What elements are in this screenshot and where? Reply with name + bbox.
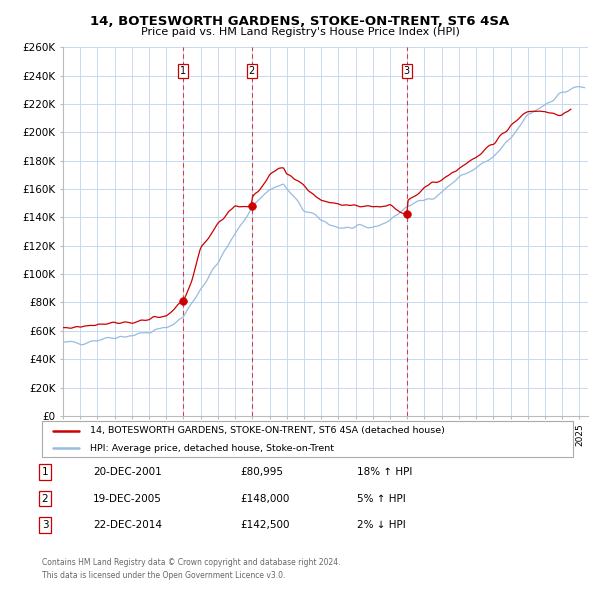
Text: 14, BOTESWORTH GARDENS, STOKE-ON-TRENT, ST6 4SA (detached house): 14, BOTESWORTH GARDENS, STOKE-ON-TRENT, … <box>90 427 445 435</box>
Text: 1: 1 <box>180 66 186 76</box>
Text: 18% ↑ HPI: 18% ↑ HPI <box>357 467 412 477</box>
Text: 22-DEC-2014: 22-DEC-2014 <box>93 520 162 530</box>
Text: 2% ↓ HPI: 2% ↓ HPI <box>357 520 406 530</box>
Text: 19-DEC-2005: 19-DEC-2005 <box>93 494 162 503</box>
Text: 1: 1 <box>41 467 49 477</box>
Text: Price paid vs. HM Land Registry's House Price Index (HPI): Price paid vs. HM Land Registry's House … <box>140 27 460 37</box>
FancyBboxPatch shape <box>42 421 573 457</box>
Text: 3: 3 <box>41 520 49 530</box>
Text: HPI: Average price, detached house, Stoke-on-Trent: HPI: Average price, detached house, Stok… <box>90 444 334 453</box>
Text: 20-DEC-2001: 20-DEC-2001 <box>93 467 162 477</box>
Text: 2: 2 <box>41 494 49 503</box>
Text: £142,500: £142,500 <box>240 520 290 530</box>
Text: This data is licensed under the Open Government Licence v3.0.: This data is licensed under the Open Gov… <box>42 571 286 579</box>
Text: Contains HM Land Registry data © Crown copyright and database right 2024.: Contains HM Land Registry data © Crown c… <box>42 558 341 566</box>
Text: 3: 3 <box>404 66 410 76</box>
Text: 5% ↑ HPI: 5% ↑ HPI <box>357 494 406 503</box>
Text: 2: 2 <box>249 66 255 76</box>
Text: £148,000: £148,000 <box>240 494 289 503</box>
Text: 14, BOTESWORTH GARDENS, STOKE-ON-TRENT, ST6 4SA: 14, BOTESWORTH GARDENS, STOKE-ON-TRENT, … <box>91 15 509 28</box>
Text: £80,995: £80,995 <box>240 467 283 477</box>
